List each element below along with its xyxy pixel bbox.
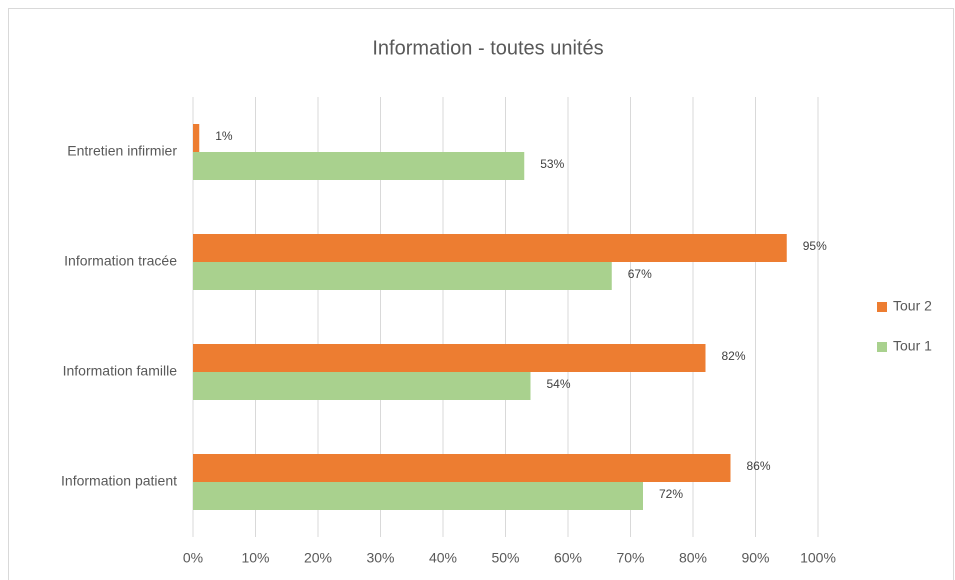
x-tick-label: 10%	[241, 550, 269, 566]
bar	[193, 124, 200, 152]
x-tick-label: 50%	[491, 550, 519, 566]
bar	[193, 482, 643, 510]
value-label: 95%	[803, 239, 827, 253]
value-label: 53%	[540, 157, 564, 171]
value-label: 72%	[659, 487, 683, 501]
x-tick-label: 70%	[616, 550, 644, 566]
value-label: 67%	[628, 267, 652, 281]
bar	[193, 234, 787, 262]
x-tick-label: 20%	[304, 550, 332, 566]
x-tick-label: 90%	[741, 550, 769, 566]
x-tick-label: 40%	[429, 550, 457, 566]
legend-label: Tour 1	[893, 338, 932, 354]
bar	[193, 344, 706, 372]
legend-label: Tour 2	[893, 298, 932, 314]
y-tick-label: Information famille	[63, 363, 178, 379]
bar	[193, 372, 531, 400]
y-tick-label: Information patient	[61, 473, 177, 489]
bar	[193, 262, 612, 290]
legend-swatch	[877, 342, 887, 352]
value-label: 1%	[215, 129, 233, 143]
chart-title: Information - toutes unités	[372, 37, 603, 59]
y-tick-label: Entretien infirmier	[67, 143, 177, 159]
value-label: 82%	[722, 349, 746, 363]
x-tick-label: 100%	[800, 550, 836, 566]
bar	[193, 454, 731, 482]
x-tick-label: 80%	[679, 550, 707, 566]
value-label: 54%	[547, 377, 571, 391]
x-tick-label: 60%	[554, 550, 582, 566]
value-label: 86%	[747, 459, 771, 473]
x-tick-label: 0%	[183, 550, 203, 566]
y-tick-label: Information tracée	[64, 253, 177, 269]
bar	[193, 152, 525, 180]
legend-swatch	[877, 302, 887, 312]
x-tick-label: 30%	[366, 550, 394, 566]
